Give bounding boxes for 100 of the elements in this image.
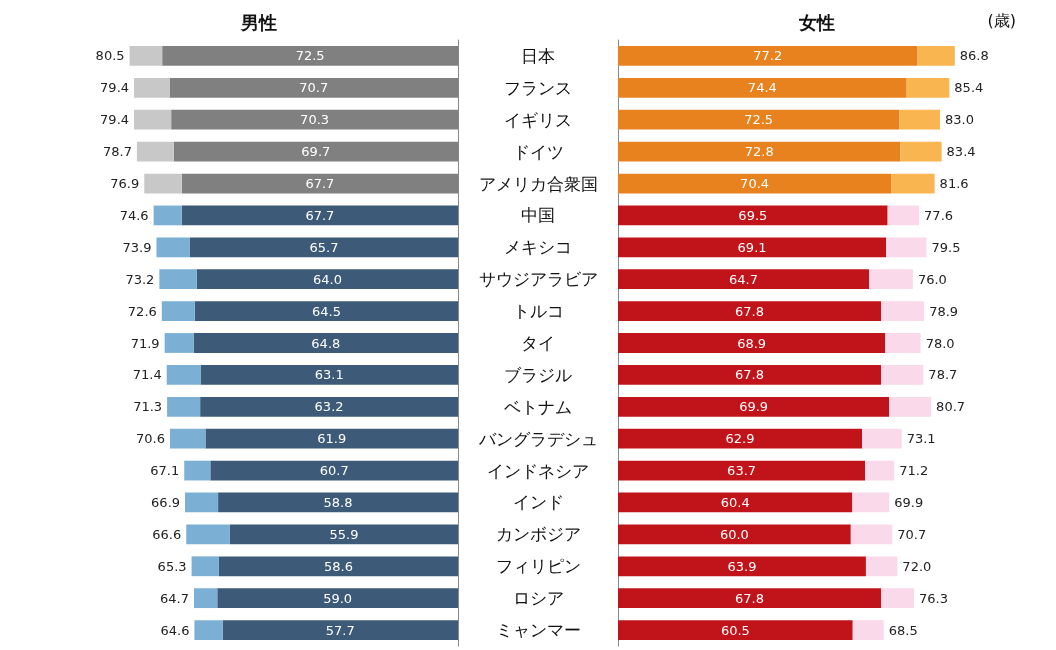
bar	[862, 428, 902, 449]
bar	[167, 396, 201, 417]
bar	[618, 237, 887, 258]
bar	[186, 524, 230, 545]
data-label: 60.4	[720, 494, 750, 510]
bar	[229, 524, 458, 545]
data-label: 67.7	[305, 207, 335, 223]
data-label: 57.7	[325, 622, 355, 638]
total-label: 85.4	[954, 80, 984, 96]
bar	[900, 141, 942, 162]
bar	[184, 460, 211, 481]
y-tick-label: フランス	[504, 77, 572, 98]
total-label: 73.2	[125, 271, 155, 287]
bar	[618, 396, 890, 417]
bar	[222, 620, 458, 640]
data-label: 60.0	[719, 526, 749, 542]
data-label: 60.5	[720, 622, 750, 638]
bar	[850, 524, 893, 545]
total-label: 66.9	[151, 494, 181, 510]
bar	[906, 77, 950, 98]
data-label: 59.0	[323, 590, 353, 606]
bar	[194, 301, 458, 321]
bar	[852, 492, 890, 513]
total-label: 72.6	[127, 303, 157, 319]
data-label: 64.8	[311, 335, 341, 351]
y-tick-label: ブラジル	[504, 364, 572, 385]
bar	[200, 365, 458, 385]
data-label: 72.8	[744, 144, 774, 160]
total-label: 71.2	[899, 463, 929, 479]
data-label: 58.8	[323, 494, 353, 510]
y-tick-label: サウジアラビア	[478, 269, 598, 290]
bar	[210, 460, 458, 481]
bar	[618, 173, 892, 194]
data-label: 65.7	[309, 239, 339, 255]
bar	[218, 492, 458, 513]
data-label: 74.4	[747, 80, 777, 96]
total-label: 71.9	[130, 335, 160, 351]
total-label: 64.6	[160, 622, 190, 638]
y-tick-label: フィリピン	[495, 556, 581, 577]
bar	[881, 301, 925, 321]
total-label: 70.6	[136, 431, 165, 447]
bar	[618, 141, 901, 162]
total-label: 79.4	[100, 112, 130, 128]
data-label: 63.1	[314, 367, 344, 383]
bar	[189, 237, 458, 258]
total-label: 76.9	[110, 176, 140, 192]
total-label: 81.6	[939, 176, 969, 192]
data-label: 67.7	[305, 176, 335, 192]
total-label: 72.0	[902, 558, 932, 574]
data-label: 72.5	[295, 48, 325, 64]
bar	[865, 460, 895, 481]
bar	[618, 301, 882, 321]
bar	[193, 333, 458, 353]
bar	[200, 396, 458, 417]
bar	[865, 556, 898, 577]
bar	[618, 333, 886, 353]
total-label: 79.4	[100, 80, 130, 96]
data-label: 70.3	[300, 112, 330, 128]
total-label: 79.5	[931, 239, 961, 255]
total-label: 67.1	[150, 463, 180, 479]
total-label: 68.5	[888, 622, 918, 638]
bar	[191, 556, 219, 577]
chart-title: 男性	[240, 11, 277, 33]
bar	[218, 556, 458, 577]
total-label: 73.9	[122, 239, 152, 255]
y-tick-label: カンボジア	[495, 524, 581, 545]
total-label: 76.0	[917, 271, 947, 287]
total-label: 74.6	[119, 207, 149, 223]
data-label: 63.2	[314, 399, 344, 415]
bar	[618, 620, 853, 640]
y-tick-label: ロシア	[512, 588, 564, 609]
data-label: 64.7	[729, 271, 758, 287]
total-label: 73.1	[906, 431, 936, 447]
bar	[217, 588, 458, 609]
total-label: 66.6	[152, 526, 182, 542]
data-label: 69.5	[738, 207, 768, 223]
bar	[618, 109, 900, 130]
y-tick-label: タイ	[521, 333, 555, 353]
bar	[889, 396, 932, 417]
bar	[618, 205, 888, 226]
bar	[185, 492, 219, 513]
data-label: 68.9	[737, 335, 767, 351]
bar	[899, 109, 941, 130]
total-label: 70.7	[897, 526, 927, 542]
total-label: 77.6	[924, 207, 954, 223]
bar	[134, 77, 170, 98]
bar	[618, 460, 866, 481]
y-tick-label: ベトナム	[504, 396, 572, 417]
bar	[891, 173, 935, 194]
data-label: 64.0	[312, 271, 342, 287]
bar	[886, 237, 927, 258]
bar	[194, 620, 223, 640]
data-label: 67.8	[735, 590, 765, 606]
bar	[618, 46, 918, 66]
y-tick-label: トルコ	[512, 301, 564, 322]
total-label: 78.7	[102, 144, 132, 160]
total-label: 80.5	[95, 48, 125, 64]
bar	[153, 205, 182, 226]
bar	[169, 428, 206, 449]
bar	[156, 237, 190, 258]
